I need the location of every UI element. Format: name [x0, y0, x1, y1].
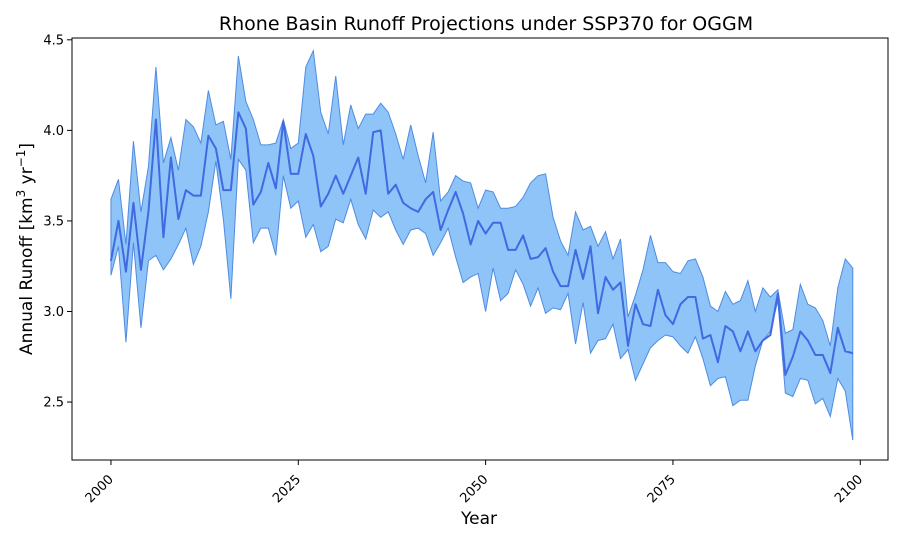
- y-axis-label: Annual Runoff [km3 yr−1]: [14, 143, 37, 355]
- x-tick-label: 2050: [457, 472, 491, 506]
- y-tick-label: 2.5: [43, 396, 64, 411]
- x-axis-label: Year: [460, 509, 497, 529]
- y-tick-label: 3.0: [43, 305, 64, 320]
- uncertainty-band: [110, 48, 854, 441]
- x-tick-label: 2000: [83, 472, 117, 506]
- x-axis: 2000 2025 2050 2075 2100: [83, 460, 866, 506]
- x-tick-label: 2075: [645, 472, 679, 506]
- mean-runoff-line: [109, 111, 854, 376]
- plot-frame: [71, 37, 889, 461]
- x-tick-label: 2100: [832, 472, 866, 506]
- y-tick-label: 4.5: [43, 33, 64, 48]
- chart-title: Rhone Basin Runoff Projections under SSP…: [219, 13, 753, 35]
- y-tick-label: 4.0: [43, 124, 64, 139]
- plot-area: [109, 48, 854, 441]
- x-tick-label: 2025: [270, 472, 304, 506]
- y-axis: 2.5 3.0 3.5 4.0 4.5: [43, 33, 72, 411]
- y-tick-label: 3.5: [43, 214, 64, 229]
